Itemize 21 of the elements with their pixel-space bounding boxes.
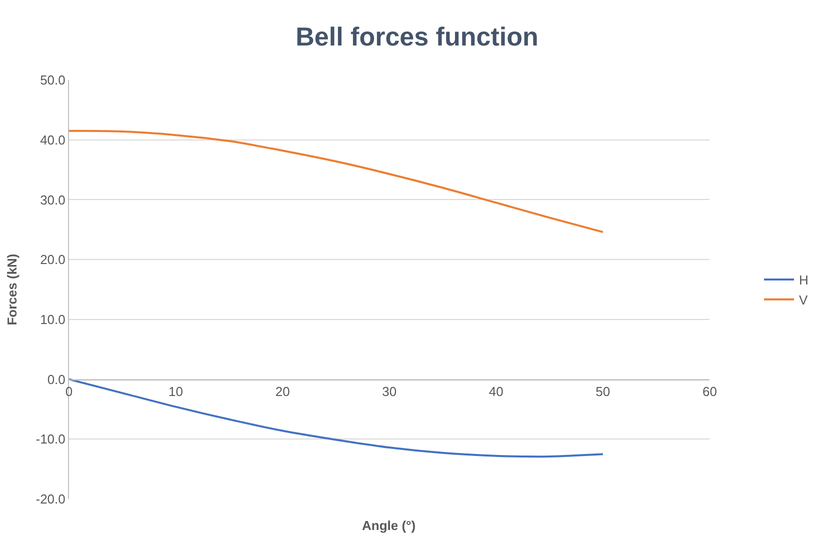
line-series: [69, 130, 604, 234]
x-tick-label: 20: [275, 384, 290, 399]
y-tick-label: 40.0: [40, 132, 66, 148]
legend-label: H: [799, 272, 808, 288]
y-tick-label: 50.0: [40, 72, 66, 88]
y-axis-title: Forces (kN): [4, 254, 20, 326]
legend-label: V: [799, 292, 808, 308]
x-tick-label: 60: [702, 384, 717, 399]
x-tick-label: 30: [382, 384, 397, 399]
y-tick-label: -20.0: [36, 492, 66, 507]
y-tick-label: 0.0: [47, 372, 66, 387]
y-tick-label: -10.0: [36, 432, 66, 447]
y-tick-label: 20.0: [40, 252, 66, 268]
x-tick-label: 50: [596, 384, 610, 399]
y-tick-label: 10.0: [40, 312, 66, 327]
x-tick-label: 10: [168, 384, 184, 399]
y-tick-label: 30.0: [40, 192, 66, 208]
x-tick-label: 40: [488, 384, 504, 399]
x-tick-label: 0: [65, 384, 73, 399]
x-axis-title: Angle (°): [362, 518, 416, 533]
chart-title: Bell forces function: [296, 21, 538, 52]
